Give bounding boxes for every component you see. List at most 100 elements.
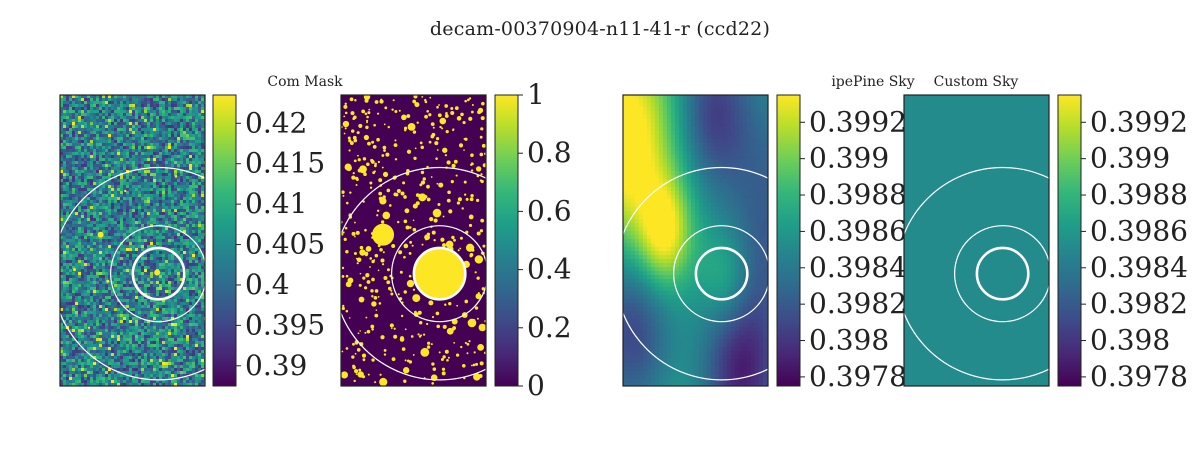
mask-blob — [371, 259, 375, 264]
mask-blob — [456, 201, 460, 205]
mask-blob — [342, 120, 350, 128]
mask-blob — [357, 154, 359, 157]
mask-blob — [348, 149, 351, 152]
mask-blob — [355, 230, 360, 235]
mask-blob — [408, 282, 412, 287]
mask-blob — [371, 140, 375, 144]
mask-blob — [444, 303, 447, 306]
mask-blob — [378, 191, 383, 196]
mask-blob — [408, 360, 413, 364]
mask-blob — [404, 208, 410, 214]
mask-blob — [341, 371, 349, 379]
mask-blob — [410, 125, 414, 129]
mask-blob — [347, 136, 351, 140]
mask-blob — [368, 108, 371, 111]
mask-blob — [419, 141, 423, 145]
mask-blob — [453, 341, 456, 344]
mask-blob — [474, 271, 477, 274]
mask-blob — [437, 203, 441, 207]
colorbar-tick-label: 0.3986 — [1090, 214, 1188, 247]
mask-blob — [366, 329, 371, 334]
mask-blob — [412, 294, 421, 303]
mask-blob — [353, 251, 357, 255]
mask-blob — [433, 238, 436, 242]
mask-blob — [376, 209, 380, 212]
mask-blob — [383, 353, 387, 356]
colorbar-tick-label: 0.3978 — [1090, 360, 1188, 393]
mask-blob — [444, 154, 448, 157]
mask-blob — [431, 362, 435, 366]
mask-blob — [385, 152, 390, 157]
mask-blob — [366, 121, 368, 124]
mask-blob — [468, 214, 474, 220]
mask-blob — [398, 250, 403, 255]
mask-blob — [370, 324, 375, 329]
mask-blob — [374, 100, 379, 104]
mask-blob — [365, 316, 368, 319]
image-panel — [60, 95, 205, 386]
mask-blob — [343, 237, 347, 241]
mask-blob — [457, 197, 462, 202]
mask-blob — [403, 219, 408, 224]
mask-blob — [391, 244, 396, 249]
mask-blob — [393, 143, 398, 148]
mask-blob — [361, 109, 366, 114]
mask-blob — [356, 348, 361, 352]
mask-blob — [468, 116, 473, 121]
mask-blob — [415, 201, 420, 206]
mask-blob — [477, 110, 482, 115]
mask-blob — [451, 327, 456, 331]
mask-blob — [349, 97, 354, 102]
mask-blob — [379, 373, 382, 376]
mask-blob — [344, 111, 348, 115]
mask-blob — [393, 327, 396, 330]
colorbar-tick-label: 0.3984 — [1090, 251, 1188, 284]
mask-blob — [462, 120, 466, 125]
mask-blob — [472, 363, 476, 367]
mask-blob — [414, 147, 417, 150]
mask-blob — [432, 367, 437, 371]
mask-blob — [421, 95, 424, 98]
mask-blob — [366, 115, 369, 119]
mask-blob — [361, 353, 367, 358]
source — [87, 326, 91, 329]
mask-blob — [435, 157, 438, 160]
colorbar-tick-label: 0.3992 — [1090, 105, 1188, 138]
mask-blob — [418, 335, 422, 338]
mask-blob — [382, 211, 391, 220]
uniform-sky — [904, 95, 1049, 386]
mask-blob — [381, 263, 385, 266]
source — [73, 268, 76, 272]
mask-blob — [401, 347, 406, 351]
mask-blob — [345, 201, 349, 205]
mask-blob — [381, 166, 384, 169]
mask-blob — [441, 127, 444, 130]
mask-blob — [412, 288, 416, 291]
colorbar-0 — [212, 94, 237, 387]
mask-blob — [410, 335, 414, 338]
mask-blob — [362, 359, 365, 362]
mask-blob — [474, 306, 479, 310]
mask-blob — [349, 141, 354, 145]
colorbar-2 — [776, 94, 801, 387]
mask-blob — [479, 152, 484, 157]
mask-blob — [392, 99, 395, 102]
mask-blob — [412, 99, 417, 104]
mask-blob — [470, 110, 474, 114]
mask-blob — [412, 219, 415, 222]
mask-blob — [430, 122, 435, 127]
mask-blob — [465, 197, 469, 201]
mask-blob — [359, 245, 364, 250]
mask-blob — [348, 139, 352, 143]
source — [97, 231, 104, 238]
source — [106, 279, 110, 283]
mask-blob — [386, 268, 390, 272]
mask-blob — [377, 160, 380, 164]
mask-blob — [371, 295, 374, 298]
mask-blob — [436, 324, 441, 329]
mask-blob — [461, 363, 466, 368]
mask-blob — [445, 240, 454, 249]
mask-blob — [470, 193, 474, 198]
mask-blob — [353, 138, 358, 143]
mask-blob — [412, 227, 417, 232]
